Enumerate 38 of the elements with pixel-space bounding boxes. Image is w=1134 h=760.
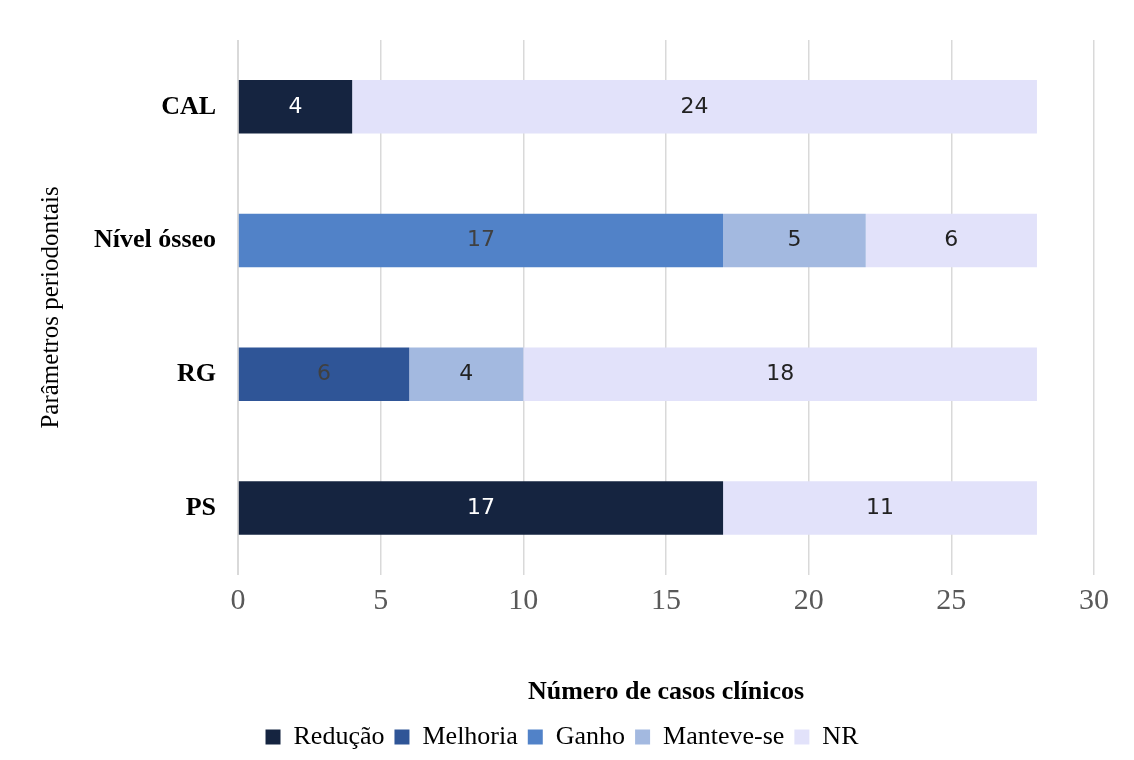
- x-tick-label: 5: [373, 581, 389, 615]
- y-axis-title: Parâmetros periodontais: [35, 186, 63, 429]
- x-axis-title: Número de casos clínicos: [527, 676, 805, 706]
- data-label: 24: [680, 92, 709, 118]
- legend-label: Ganho: [555, 720, 626, 750]
- y-tick-label: Nível ósseo: [93, 224, 217, 254]
- data-label: 18: [766, 359, 795, 385]
- x-tick-label: 0: [230, 581, 246, 615]
- data-label: 17: [466, 493, 495, 519]
- bar: [238, 80, 353, 134]
- legend-label: Redução: [293, 720, 385, 750]
- bar: [865, 213, 1037, 268]
- x-tick-label: 20: [793, 581, 824, 615]
- bar: [723, 481, 1037, 535]
- x-tick-label: 30: [1079, 581, 1109, 615]
- data-label: 6: [944, 226, 959, 252]
- legend-label: Melhoria: [422, 720, 519, 750]
- bar: [352, 80, 1037, 134]
- y-tick-label: PS: [185, 491, 217, 521]
- y-tick-label: CAL: [161, 90, 217, 120]
- x-tick-label: 15: [651, 581, 682, 615]
- bar: [238, 347, 410, 401]
- x-tick-label: 10: [508, 581, 539, 615]
- bar: [238, 481, 724, 535]
- bar: [523, 347, 1037, 401]
- bar: [723, 213, 866, 268]
- x-tick-label: 25: [936, 581, 967, 615]
- y-tick-label: RG: [177, 357, 217, 387]
- data-label: 6: [317, 359, 332, 385]
- data-label: 4: [459, 359, 474, 385]
- legend-label: NR: [822, 720, 860, 750]
- data-label: 17: [466, 226, 495, 252]
- bar: [409, 347, 524, 401]
- data-label: 11: [866, 493, 895, 519]
- data-label: 5: [787, 226, 802, 252]
- legend-label: Manteve-se: [663, 720, 785, 750]
- bar: [238, 213, 724, 268]
- data-label: 4: [288, 92, 303, 118]
